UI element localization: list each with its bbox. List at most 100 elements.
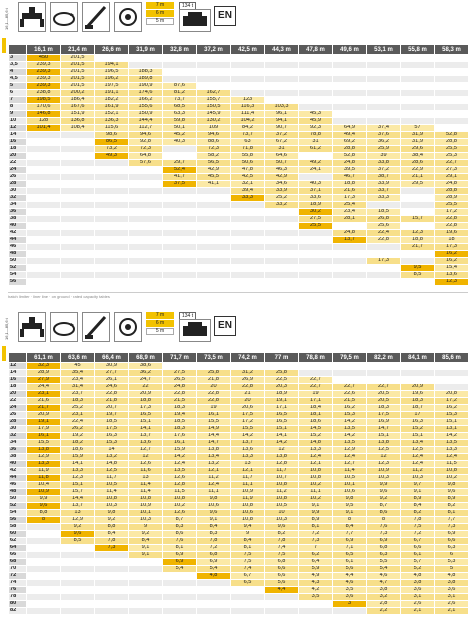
capacity-cell: 7,3 [94, 544, 129, 552]
capacity-cell: 21,1 [400, 173, 435, 181]
capacity-cell: 6,3 [366, 551, 401, 559]
capacity-cell [128, 61, 163, 69]
table-row: 38 12,9 15,9 13,2 12 14,2 13,4 13,3 13,8 12,4 12,4… [8, 453, 469, 461]
capacity-cell: 10,6 [196, 502, 231, 510]
capacity-cell: 13,8 [26, 446, 61, 454]
capacity-cell [94, 208, 129, 216]
capacity-cell: 12,3 [434, 278, 469, 286]
capacity-cell: 123 [230, 96, 265, 104]
capacity-cell: 50,6 [230, 159, 265, 167]
capacity-cell: 3 [332, 600, 367, 608]
capacity-cell: 3,1 [434, 593, 469, 601]
capacity-cell: 9,2 [60, 523, 95, 531]
capacity-cell: 72,3 [128, 145, 163, 153]
radius-cell: 64 [8, 544, 27, 552]
radius-cell: 36 [8, 208, 27, 216]
radius-cell: 46 [8, 243, 27, 251]
table-row: 62 8,5 7,8 8,4 7,6 7,8 8,4 7,8 7,3 6,9 6,9 6,7 6,6 [8, 537, 469, 545]
table-row: 32 33,3 25,2 33,6 17,3 33,3 28,9 [8, 194, 469, 202]
capacity-cell: 24,4 [26, 383, 61, 391]
capacity-cell: 3,6 [400, 586, 435, 594]
capacity-cell [162, 362, 197, 370]
table-row: 48 16,2 [8, 250, 469, 258]
capacity-cell: 13,5 [332, 425, 367, 433]
capacity-cell [26, 544, 61, 552]
table-row: 14 98,6 94,6 45,2 94,6 73,7 37,2 78,8 49,4 37,6 31… [8, 131, 469, 139]
capacity-cell [128, 600, 163, 608]
capacity-cell: 16,9 [366, 418, 401, 426]
capacity-cell: 7,7 [332, 530, 367, 538]
radius-cell: 50 [8, 257, 27, 265]
capacity-cell [332, 369, 367, 377]
capacity-cell: 63,3 [162, 110, 197, 118]
capacity-cell [400, 257, 435, 265]
capacity-cell: 11,4 [128, 481, 163, 489]
capacity-cell: 10,9 [128, 502, 163, 510]
capacity-cell [196, 68, 231, 76]
capacity-cell: 37,2 [366, 166, 401, 174]
capacity-cell: 8,3 [162, 523, 197, 531]
capacity-cell: 188,3 [128, 68, 163, 76]
capacity-cell: 16,1 [26, 432, 61, 440]
capacity-cell: 34,6 [264, 180, 299, 188]
capacity-cell [60, 271, 95, 279]
language-badge: EN [214, 316, 236, 336]
radius-cell: 82 [8, 607, 27, 615]
capacity-cell [230, 607, 265, 615]
radius-cell: 52 [8, 502, 27, 510]
capacity-cell [26, 558, 61, 566]
capacity-cell: 11,4 [94, 488, 129, 496]
capacity-cell: 8,2 [400, 509, 435, 517]
capacity-cell [94, 278, 129, 286]
boom-length-header: 74,2 m [230, 352, 265, 363]
capacity-cell: 6,9 [434, 530, 469, 538]
capacity-cell: 87,6 [162, 82, 197, 90]
capacity-cell: 25,5 [434, 145, 469, 153]
capacity-cell [264, 54, 299, 62]
capacity-cell [60, 152, 95, 160]
capacity-cell: 6,8 [264, 558, 299, 566]
capacity-cell: 10,8 [230, 516, 265, 524]
capacity-cell: 14,4 [196, 432, 231, 440]
capacity-cell: 38,4 [400, 152, 435, 160]
capacity-cell: 40,3 [298, 180, 333, 188]
capacity-cell: 20,7 [94, 404, 129, 412]
capacity-cell [400, 54, 435, 62]
capacity-cell: 18,2 [60, 439, 95, 447]
capacity-cell [26, 264, 61, 272]
capacity-cell [366, 264, 401, 272]
capacity-cell [26, 579, 61, 587]
capacity-cell: 10 [264, 509, 299, 517]
capacity-cell [162, 152, 197, 160]
capacity-cell: 22,9 [400, 166, 435, 174]
capacity-cell [298, 89, 333, 97]
radius-cell: 68 [8, 558, 27, 566]
capacity-cell [332, 54, 367, 62]
capacity-cell: 20,6 [230, 404, 265, 412]
table-row: 48 10,9 15,7 11,4 11,4 11,5 11,1 10,9 11,2 11,1 10… [8, 488, 469, 496]
capacity-cell [26, 229, 61, 237]
capacity-cell [26, 152, 61, 160]
capacity-cell: 16,1 [196, 411, 231, 419]
capacity-cell: 20,9 [128, 390, 163, 398]
capacity-cell: 22,4 [366, 229, 401, 237]
capacity-cell [366, 75, 401, 83]
capacity-cell [332, 376, 367, 384]
capacity-cell [196, 194, 231, 202]
capacity-cell: 8 [26, 516, 61, 524]
capacity-cell [298, 82, 333, 90]
capacity-cell: 19,2 [60, 432, 95, 440]
capacity-cell [264, 607, 299, 615]
table-row: 9 146,8 151,9 152,1 150,9 63,3 145,9 111,4 96,1 4… [8, 110, 469, 118]
capacity-cell: 50,7 [264, 159, 299, 167]
capacity-cell: 108,4 [60, 124, 95, 132]
capacity-cell [434, 54, 469, 62]
capacity-cell: 64,9 [332, 124, 367, 132]
table-row: 30 17,9 26,2 17,5 14,1 18,3 14,9 15,5 15,1 14,5 13… [8, 425, 469, 433]
capacity-cell: 25,5 [434, 201, 469, 209]
capacity-cell: 58,2 [196, 152, 231, 160]
capacity-cell: 130,2 [196, 117, 231, 125]
capacity-cell [366, 250, 401, 258]
capacity-cell [400, 208, 435, 216]
capacity-cell [434, 68, 469, 76]
